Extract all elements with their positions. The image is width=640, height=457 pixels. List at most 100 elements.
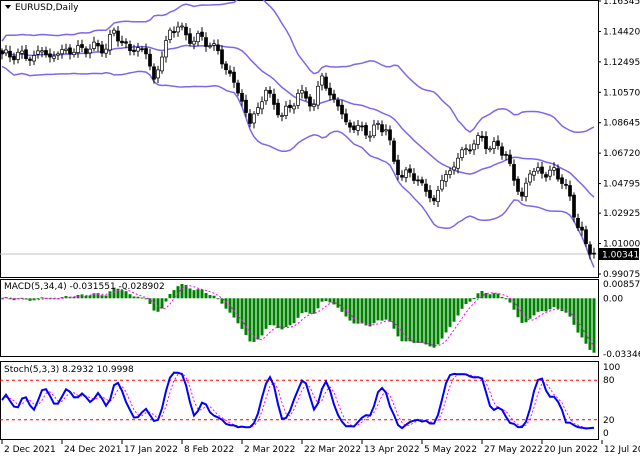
time-tick-label: 12 Jul 2022 [604,445,640,455]
candle [308,96,312,107]
candle [572,194,576,218]
macd-bar [540,298,544,312]
macd-bar [200,289,204,299]
time-tick-label: 13 Apr 2022 [364,445,420,455]
macd-bar [344,298,348,317]
candle [152,66,156,80]
candle [204,37,208,47]
candle [252,113,256,124]
candle [240,93,244,102]
macd-bar [424,298,428,345]
time-tick-label: 8 Feb 2022 [184,445,234,455]
macd-bar [208,295,212,299]
macd-bar [528,298,532,319]
macd-bar [572,298,576,325]
candle [12,55,16,61]
candle [220,49,224,65]
candle [576,217,580,229]
macd-bar [440,298,444,339]
candle [508,154,512,164]
candle [96,42,100,47]
candle [464,148,468,151]
macd-bar [196,289,200,299]
macd-bar [132,296,136,299]
current-price-label: 1.00341 [602,250,639,260]
stochastic-label: Stoch(5,3,3) 8.2932 10.9998 [4,365,134,375]
macd-bar [220,298,224,304]
stochastic-pane[interactable]: 100 80 20 0 [0,361,620,440]
candle [400,175,404,178]
candle [56,53,60,56]
candle [340,104,344,115]
macd-pane[interactable]: 0.008572 0.00 -0.033461 [0,279,640,361]
candle [76,45,80,53]
candle [236,82,240,94]
macd-bar [552,298,556,308]
symbol-dropdown-icon[interactable] [5,5,11,9]
candle [312,104,316,107]
candle [24,49,28,59]
macd-bar [224,298,228,309]
macd-bar [372,298,376,324]
candle [192,40,196,45]
macd-pane-frame [0,279,599,357]
macd-bar [476,293,480,299]
candle [380,124,384,133]
candle [540,166,544,174]
macd-bar [568,298,572,317]
candle [536,167,540,172]
macd-bar [360,298,364,324]
macd-bar [264,298,268,329]
time-tick-label: 20 Jun 2022 [544,445,598,455]
candle [32,55,36,62]
candle [492,141,496,149]
candle [440,179,444,190]
macd-bar [80,294,84,299]
candle [208,45,212,48]
current-price-box [599,247,639,260]
candle [248,113,252,124]
candle [92,41,96,49]
stochastic-pane-frame [0,361,599,440]
time-tick-label: 17 Jan 2022 [124,445,178,455]
macd-bar [276,298,280,329]
candle [196,32,200,43]
candle [136,47,140,52]
candle [416,179,420,182]
macd-bar [388,298,392,322]
macd-bar [112,287,116,299]
macd-bar [456,298,460,316]
candle [548,169,552,177]
stochastic-tick-label: 0 [603,429,609,439]
macd-bar [116,288,120,299]
price-tick-label: 1.12495 [603,58,640,68]
candle [0,50,4,55]
candle [348,122,352,128]
price-pane[interactable]: 1.16345 1.14420 1.12495 1.10570 1.08645 1.067… [0,0,640,280]
macd-bar [144,298,148,300]
macd-bar [436,298,440,345]
candle [116,30,120,42]
macd-bar [40,297,44,299]
macd-bar [240,298,244,329]
candle [228,70,232,74]
macd-bar [152,298,156,311]
macd-bar [308,298,312,314]
macd-bar [584,298,588,344]
macd-bar [472,297,476,299]
macd-bar [188,288,192,299]
macd-bar [100,295,104,299]
candle [432,197,436,202]
candle [120,40,124,44]
macd-bar [260,298,264,336]
macd-bar [252,298,256,342]
macd-bar [232,298,236,318]
macd-bar [520,298,524,323]
macd-bar [384,298,388,320]
macd-bar [332,298,336,305]
candle [264,89,268,102]
time-tick-label: 2 Mar 2022 [244,445,295,455]
price-tick-label: 1.08645 [603,119,640,129]
macd-bar [496,293,500,299]
